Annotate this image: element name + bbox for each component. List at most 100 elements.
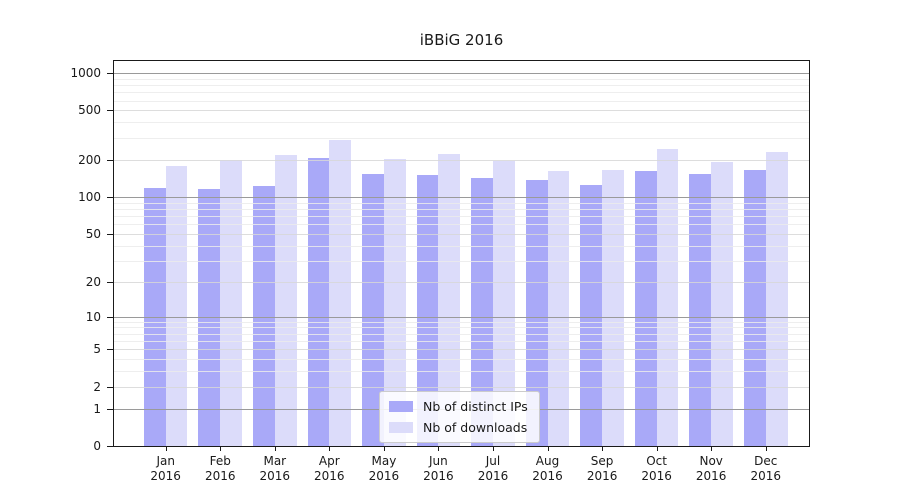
y-tick-mark-500 xyxy=(107,110,114,112)
y-tick-mark-20 xyxy=(107,281,114,283)
bar-distinct-ips-apr xyxy=(307,157,330,446)
gridline-5 xyxy=(114,349,809,351)
x-tick-mark-jul xyxy=(493,446,494,451)
x-tick-label-feb: Feb 2016 xyxy=(205,454,236,483)
gridline-70 xyxy=(114,215,809,217)
gridline-10 xyxy=(114,316,809,318)
bar-downloads-may xyxy=(383,158,406,446)
chart-title: iBBiG 2016 xyxy=(419,31,504,49)
y-tick-mark-50 xyxy=(107,233,114,235)
legend-swatch-downloads xyxy=(389,422,413,433)
y-tick-label-500: 500 xyxy=(78,103,101,118)
bar-distinct-ips-may xyxy=(362,174,384,446)
gridline-4 xyxy=(114,359,809,361)
x-tick-mark-dec xyxy=(765,446,767,451)
x-tick-mark-mar xyxy=(274,446,276,451)
bar-downloads-sep xyxy=(602,169,624,446)
y-tick-label-100: 100 xyxy=(78,189,101,204)
bar-downloads-nov xyxy=(711,161,733,446)
bar-downloads-feb xyxy=(220,160,243,446)
bar-downloads-apr xyxy=(329,139,352,446)
gridline-30 xyxy=(114,260,809,262)
x-tick-label-mar: Mar 2016 xyxy=(259,454,291,483)
bar-downloads-oct xyxy=(656,149,679,446)
bar-distinct-ips-nov xyxy=(689,174,712,446)
bar-distinct-ips-sep xyxy=(580,184,603,446)
y-tick-label-10: 10 xyxy=(85,309,101,324)
y-tick-label-5: 5 xyxy=(93,342,101,357)
gridline-3 xyxy=(114,371,809,373)
y-tick-label-200: 200 xyxy=(78,152,101,167)
legend-label-distinct-ips: Nb of distinct IPs xyxy=(423,399,528,414)
bar-distinct-ips-mar xyxy=(253,186,275,446)
bar-distinct-ips-jun xyxy=(416,175,439,446)
y-tick-mark-100 xyxy=(107,196,114,198)
y-tick-label-1: 1 xyxy=(93,401,101,416)
x-tick-label-aug: Aug 2016 xyxy=(532,454,563,483)
x-tick-label-sep: Sep 2016 xyxy=(586,454,618,483)
x-tick-mark-aug xyxy=(547,446,549,451)
x-tick-mark-oct xyxy=(656,446,658,451)
x-tick-label-oct: Oct 2016 xyxy=(641,454,672,483)
bar-downloads-jan xyxy=(165,165,188,446)
bar-downloads-jun xyxy=(438,154,461,446)
legend: Nb of distinct IPs Nb of downloads xyxy=(379,391,540,443)
bar-downloads-aug xyxy=(547,171,570,446)
y-tick-mark-10 xyxy=(107,316,114,318)
gridline-400 xyxy=(114,122,809,124)
bar-downloads-dec xyxy=(765,151,788,446)
gridline-9 xyxy=(114,321,809,323)
gridline-500 xyxy=(114,110,809,112)
y-tick-label-50: 50 xyxy=(85,226,101,241)
x-tick-mark-feb xyxy=(220,446,222,451)
gridline-6 xyxy=(114,340,809,342)
gridline-50 xyxy=(114,233,809,235)
legend-label-downloads: Nb of downloads xyxy=(423,420,528,435)
x-tick-mark-sep xyxy=(602,446,604,451)
x-tick-mark-may xyxy=(383,446,385,451)
bar-downloads-jul xyxy=(493,161,515,446)
gridline-80 xyxy=(114,208,809,210)
legend-row-distinct-ips: Nb of distinct IPs xyxy=(389,399,528,414)
y-tick-mark-1000 xyxy=(107,73,114,74)
x-tick-label-jan: Jan 2016 xyxy=(150,454,181,483)
y-tick-mark-2 xyxy=(107,386,114,388)
gridline-2 xyxy=(114,386,809,388)
x-tick-mark-nov xyxy=(711,446,713,451)
gridline-7 xyxy=(114,333,809,335)
y-tick-mark-0 xyxy=(107,446,114,447)
bar-distinct-ips-oct xyxy=(634,171,657,446)
x-tick-label-jun: Jun 2016 xyxy=(423,454,454,483)
bar-distinct-ips-jul xyxy=(471,178,493,446)
x-tick-mark-jan xyxy=(165,446,167,451)
y-tick-label-1000: 1000 xyxy=(70,66,101,80)
y-tick-label-2: 2 xyxy=(93,379,101,394)
gridline-600 xyxy=(114,100,809,102)
gridline-20 xyxy=(114,281,809,283)
gridline-100 xyxy=(114,196,809,198)
x-tick-label-may: May 2016 xyxy=(368,454,400,483)
bar-downloads-mar xyxy=(274,155,297,446)
gridline-8 xyxy=(114,327,809,329)
x-tick-label-jul: Jul 2016 xyxy=(477,454,509,483)
legend-row-downloads: Nb of downloads xyxy=(389,420,528,435)
bar-distinct-ips-dec xyxy=(743,170,766,446)
gridline-1000 xyxy=(114,73,809,74)
gridline-700 xyxy=(114,92,809,94)
gridline-200 xyxy=(114,159,809,161)
gridline-60 xyxy=(114,224,809,226)
gridline-90 xyxy=(114,202,809,204)
x-tick-label-nov: Nov 2016 xyxy=(695,454,727,483)
x-tick-mark-jun xyxy=(438,446,440,451)
gridline-300 xyxy=(114,137,809,139)
plot-area: Nb of distinct IPs Nb of downloads xyxy=(113,60,810,447)
y-tick-mark-1 xyxy=(107,408,114,410)
y-tick-label-0: 0 xyxy=(93,439,101,453)
x-tick-label-dec: Dec 2016 xyxy=(750,454,782,483)
x-tick-mark-apr xyxy=(329,446,331,451)
gridline-800 xyxy=(114,85,809,86)
gridline-40 xyxy=(114,245,809,247)
gridline-900 xyxy=(114,78,809,80)
y-tick-label-20: 20 xyxy=(85,274,101,289)
